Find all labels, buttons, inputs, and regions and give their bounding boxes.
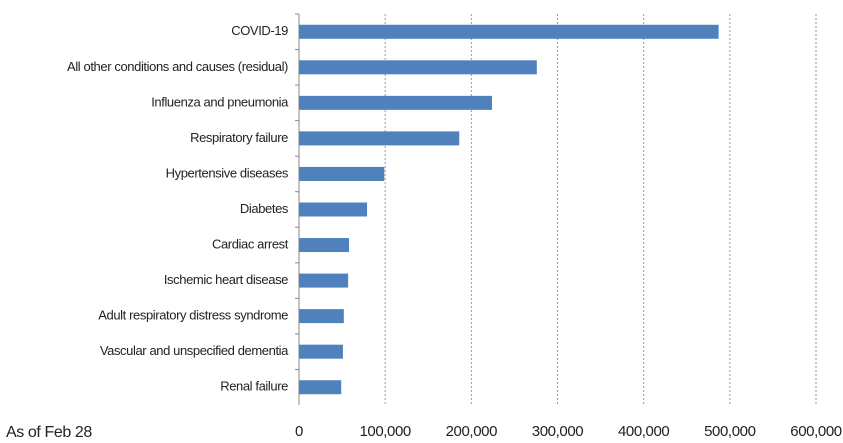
x-tick-label: 100,000 bbox=[359, 423, 410, 440]
bar bbox=[299, 24, 719, 39]
y-tick-label: Influenza and pneumonia bbox=[151, 94, 289, 109]
x-tick-label: 600,000 bbox=[790, 423, 841, 440]
y-tick-label: Diabetes bbox=[240, 201, 289, 216]
bar bbox=[299, 166, 385, 181]
y-tick-label: Renal failure bbox=[220, 379, 288, 394]
y-tick-label: Hypertensive diseases bbox=[166, 165, 289, 180]
y-tick-label: All other conditions and causes (residua… bbox=[67, 59, 288, 74]
y-tick-label: Adult respiratory distress syndrome bbox=[98, 308, 288, 323]
bar bbox=[299, 344, 343, 359]
bar bbox=[299, 131, 460, 146]
bar bbox=[299, 238, 349, 253]
bar bbox=[299, 60, 537, 75]
x-tick-label: 200,000 bbox=[446, 423, 497, 440]
annotation: As of Feb 28 bbox=[6, 424, 92, 441]
y-tick-label: Respiratory failure bbox=[190, 130, 288, 145]
x-tick-label: 500,000 bbox=[704, 423, 755, 440]
bar bbox=[299, 309, 344, 324]
bar bbox=[299, 273, 349, 288]
x-tick-label: 400,000 bbox=[618, 423, 669, 440]
y-tick-label: Vascular and unspecified dementia bbox=[100, 343, 289, 358]
y-tick-label: COVID-19 bbox=[231, 23, 288, 38]
x-tick-label: 300,000 bbox=[532, 423, 583, 440]
bar bbox=[299, 380, 342, 395]
x-tick-label: 0 bbox=[295, 423, 303, 440]
bar bbox=[299, 95, 493, 110]
y-tick-label: Ischemic heart disease bbox=[164, 272, 288, 287]
bar bbox=[299, 202, 368, 217]
y-tick-label: Cardiac arrest bbox=[212, 236, 289, 251]
